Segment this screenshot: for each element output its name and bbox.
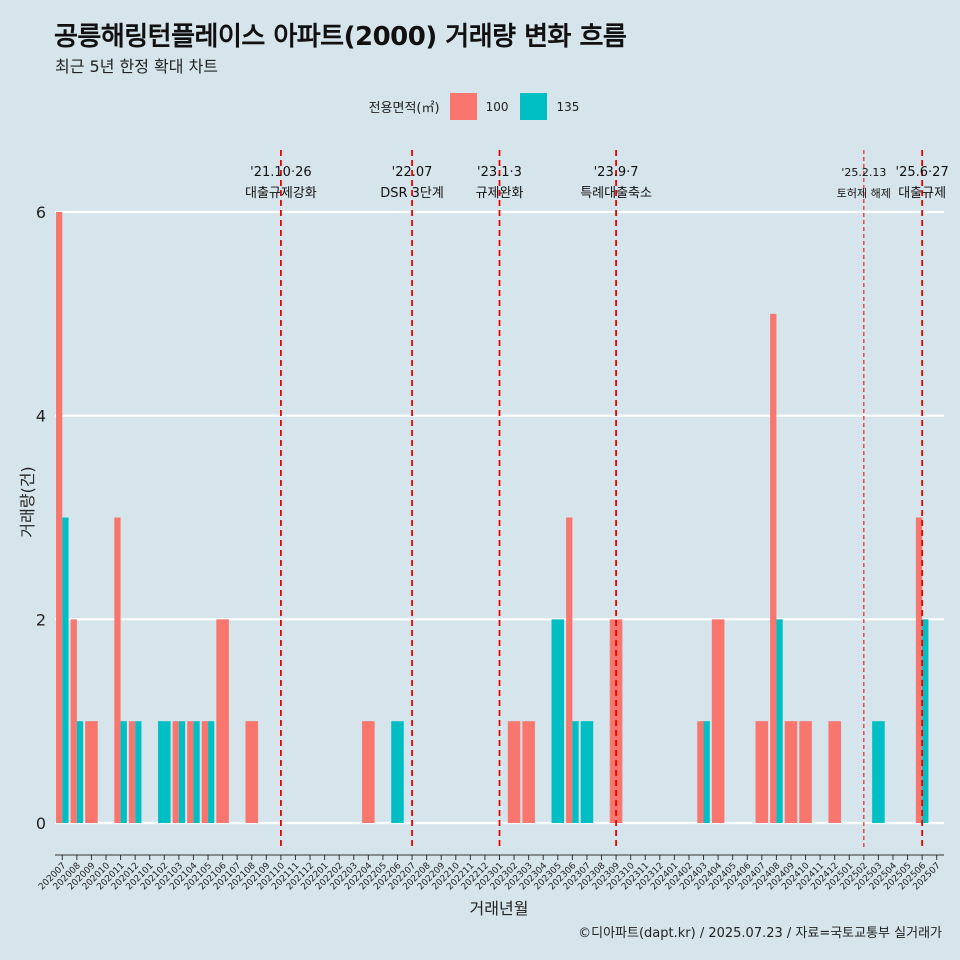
bar-100	[915, 517, 923, 823]
bar-100	[507, 721, 521, 823]
bar-100	[522, 721, 535, 823]
y-tick-label: 4	[36, 407, 46, 426]
bar-100	[828, 721, 841, 823]
source-caption: ©디아파트(dapt.kr) / 2025.07.23 / 자료=국토교통부 실…	[578, 926, 942, 941]
chart-subtitle: 최근 5년 한정 확대 차트	[55, 57, 219, 76]
bar-100	[114, 517, 121, 823]
bar-135	[193, 721, 200, 823]
y-tick-label: 6	[36, 203, 46, 222]
bar-100	[172, 721, 179, 823]
bar-100	[128, 721, 136, 823]
event-label: 대출규제	[898, 186, 946, 201]
bar-100	[799, 721, 812, 823]
bar-100	[697, 721, 704, 823]
bar-135	[776, 619, 783, 823]
legend-title: 전용면적(㎡)	[368, 101, 440, 116]
bar-100	[216, 619, 229, 823]
event-label: 규제완화	[476, 186, 524, 201]
bar-100	[784, 721, 798, 823]
bar-100	[70, 619, 77, 823]
bar-100	[755, 721, 769, 823]
bar-100	[711, 619, 725, 823]
y-tick-label: 2	[36, 610, 46, 629]
chart-title: 공릉해링턴플레이스 아파트(2000) 거래량 변화 흐름	[54, 22, 627, 52]
event-label: 토허제 해제	[837, 186, 891, 200]
x-axis-title: 거래년월	[470, 899, 529, 918]
bar-135	[872, 721, 885, 823]
legend-key-135	[520, 93, 548, 120]
event-label: DSR 3단계	[380, 186, 444, 201]
bar-135	[76, 721, 84, 823]
bar-135	[551, 619, 565, 823]
bar-135	[208, 721, 215, 823]
event-label: 대출규제강화	[245, 186, 317, 201]
event-date: '25.6·27	[896, 165, 949, 180]
legend-label-135: 135	[556, 99, 580, 114]
bar-135	[135, 721, 142, 823]
bar-135	[62, 517, 69, 823]
event-date: '22.07	[392, 165, 433, 180]
bar-100	[201, 721, 209, 823]
bar-135	[703, 721, 710, 823]
bar-100	[245, 721, 259, 823]
bar-100	[566, 517, 573, 823]
legend-label-100: 100	[485, 99, 509, 114]
event-label: 특례대출축소	[580, 186, 652, 201]
y-axis-title: 거래량(건)	[18, 466, 37, 537]
event-date: '23.1·3	[477, 165, 522, 180]
bar-135	[178, 721, 186, 823]
event-date: '25.2.13	[841, 166, 886, 179]
bar-135	[120, 721, 127, 823]
bar-135	[922, 619, 929, 823]
bar-135	[580, 721, 594, 823]
bar-100	[85, 721, 98, 823]
bar-100	[56, 212, 63, 823]
legend-key-100	[449, 93, 477, 120]
legend: 전용면적(㎡) 100 135	[0, 93, 960, 120]
event-date: '23.9·7	[594, 165, 639, 180]
bar-135	[158, 721, 171, 823]
bar-135	[391, 721, 404, 823]
bar-135	[572, 721, 579, 823]
event-date: '21.10·26	[250, 165, 311, 180]
bar-100	[187, 721, 194, 823]
y-tick-label: 0	[36, 814, 46, 833]
bar-100	[362, 721, 375, 823]
bar-100	[770, 313, 777, 823]
